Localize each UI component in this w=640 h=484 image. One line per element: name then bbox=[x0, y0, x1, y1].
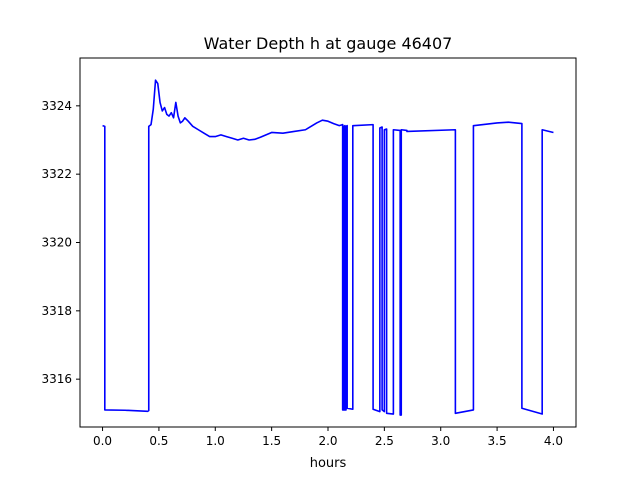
y-tick-label: 3318 bbox=[41, 304, 72, 318]
x-tick-label: 3.0 bbox=[431, 434, 450, 448]
x-tick-label: 0.5 bbox=[149, 434, 168, 448]
y-tick-label: 3322 bbox=[41, 167, 72, 181]
chart-title: Water Depth h at gauge 46407 bbox=[204, 34, 453, 53]
x-tick-label: 3.5 bbox=[488, 434, 507, 448]
x-axis-label: hours bbox=[310, 456, 347, 471]
y-tick-label: 3320 bbox=[41, 236, 72, 250]
x-tick-label: 4.0 bbox=[544, 434, 563, 448]
plot-area bbox=[102, 79, 554, 416]
x-tick-label: 2.5 bbox=[375, 434, 394, 448]
x-tick-label: 2.0 bbox=[318, 434, 337, 448]
axes: 0.0 0.5 1.0 1.5 2.0 2.5 3.0 3.5 4.0 3316 3318 3320 3… bbox=[41, 99, 563, 448]
y-tick-label: 3316 bbox=[41, 372, 72, 386]
x-tick-label: 0.0 bbox=[93, 434, 112, 448]
y-tick-label: 3324 bbox=[41, 99, 72, 113]
axes-frame bbox=[79, 57, 577, 428]
x-tick-label: 1.5 bbox=[262, 434, 281, 448]
data-line-series-0 bbox=[102, 79, 554, 416]
x-tick-label: 1.0 bbox=[206, 434, 225, 448]
